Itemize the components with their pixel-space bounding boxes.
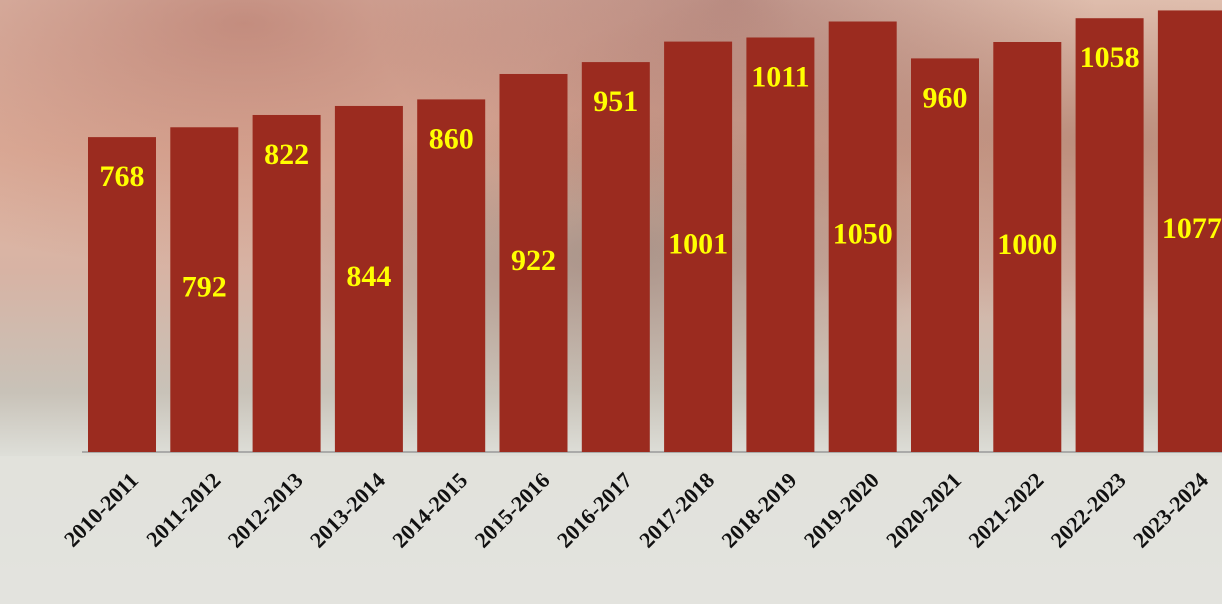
- bar: [993, 42, 1062, 452]
- value-label: 822: [264, 138, 309, 171]
- bar: [1157, 10, 1222, 453]
- bar: [88, 137, 156, 452]
- bar: [499, 73, 568, 452]
- bar: [746, 37, 815, 453]
- bar: [417, 99, 486, 453]
- bar: [664, 41, 733, 453]
- axis-band: [0, 456, 1222, 604]
- value-label: 922: [511, 244, 556, 277]
- value-label: 768: [100, 160, 145, 193]
- value-label: 960: [923, 81, 968, 114]
- value-label: 951: [593, 85, 638, 118]
- bar: [334, 105, 403, 453]
- bar: [170, 127, 239, 452]
- value-label: 792: [182, 271, 227, 304]
- bar: [581, 62, 650, 453]
- value-label: 1001: [668, 228, 728, 261]
- value-label: 1011: [751, 60, 809, 93]
- value-label: 1050: [833, 218, 893, 251]
- bar: [252, 114, 321, 452]
- bar: [1075, 18, 1144, 452]
- value-label: 844: [346, 260, 391, 293]
- bar: [911, 58, 979, 453]
- value-label: 1077: [1162, 212, 1222, 245]
- bar: [828, 21, 897, 452]
- value-label: 860: [429, 122, 474, 155]
- value-label: 1058: [1080, 41, 1140, 74]
- value-label: 1000: [997, 228, 1057, 261]
